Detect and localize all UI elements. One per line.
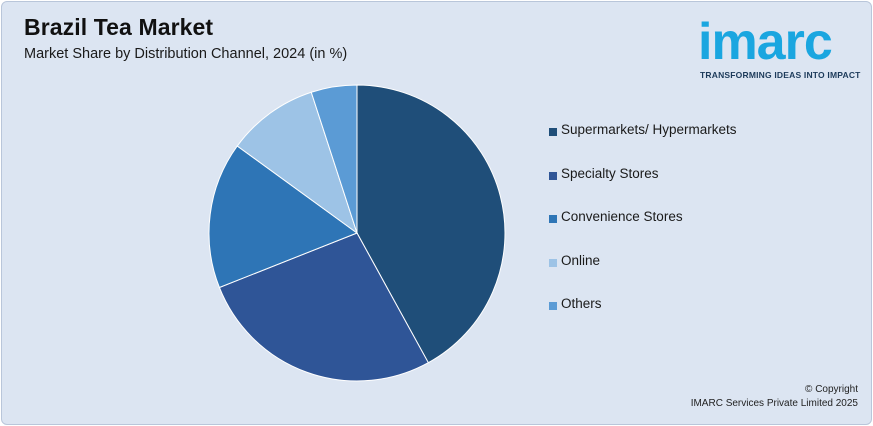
legend-item: Others [549,296,737,340]
legend-swatch [549,171,557,180]
legend-label: Specialty Stores [561,165,659,181]
legend-label: Convenience Stores [561,209,683,224]
logo-tagline: TRANSFORMING IDEAS INTO IMPACT [700,70,861,80]
logo-wordmark: imarc [698,13,833,71]
legend-item: Convenience Stores [549,209,737,253]
pie-slice-others [310,84,358,234]
legend-item: Supermarkets/ Hypermarkets [549,122,737,166]
copyright-notice: © Copyright IMARC Services Private Limit… [691,383,858,411]
legend-swatch [549,302,557,310]
pie-slice-specialty-stores [218,232,429,382]
copyright-line: © Copyright [805,384,858,395]
legend-label: Online [561,252,601,268]
pie-slice-convenience-stores [208,145,359,289]
pie-slice-online [236,91,358,235]
chart-subtitle: Market Share by Distribution Channel, 20… [24,46,348,62]
chart-legend: Supermarkets/ Hypermarkets Specialty Stor… [549,122,737,340]
legend-label: Others [561,296,602,311]
chart-title: Brazil Tea Market [24,14,214,40]
legend-swatch [549,215,557,223]
imarc-logo: imarc TRANSFORMING IDEAS INTO IMPACT [698,12,866,84]
legend-item: Online [549,253,737,297]
legend-swatch [549,128,557,136]
legend-label: Supermarkets/ Hypermarkets [561,122,737,137]
pie-slice-supermarkets-hypermarkets [356,84,506,364]
legend-item: Specialty Stores [549,166,737,210]
pie-chart [208,84,506,382]
legend-swatch [549,258,557,267]
copyright-holder: IMARC Services Private Limited 2025 [690,398,858,409]
